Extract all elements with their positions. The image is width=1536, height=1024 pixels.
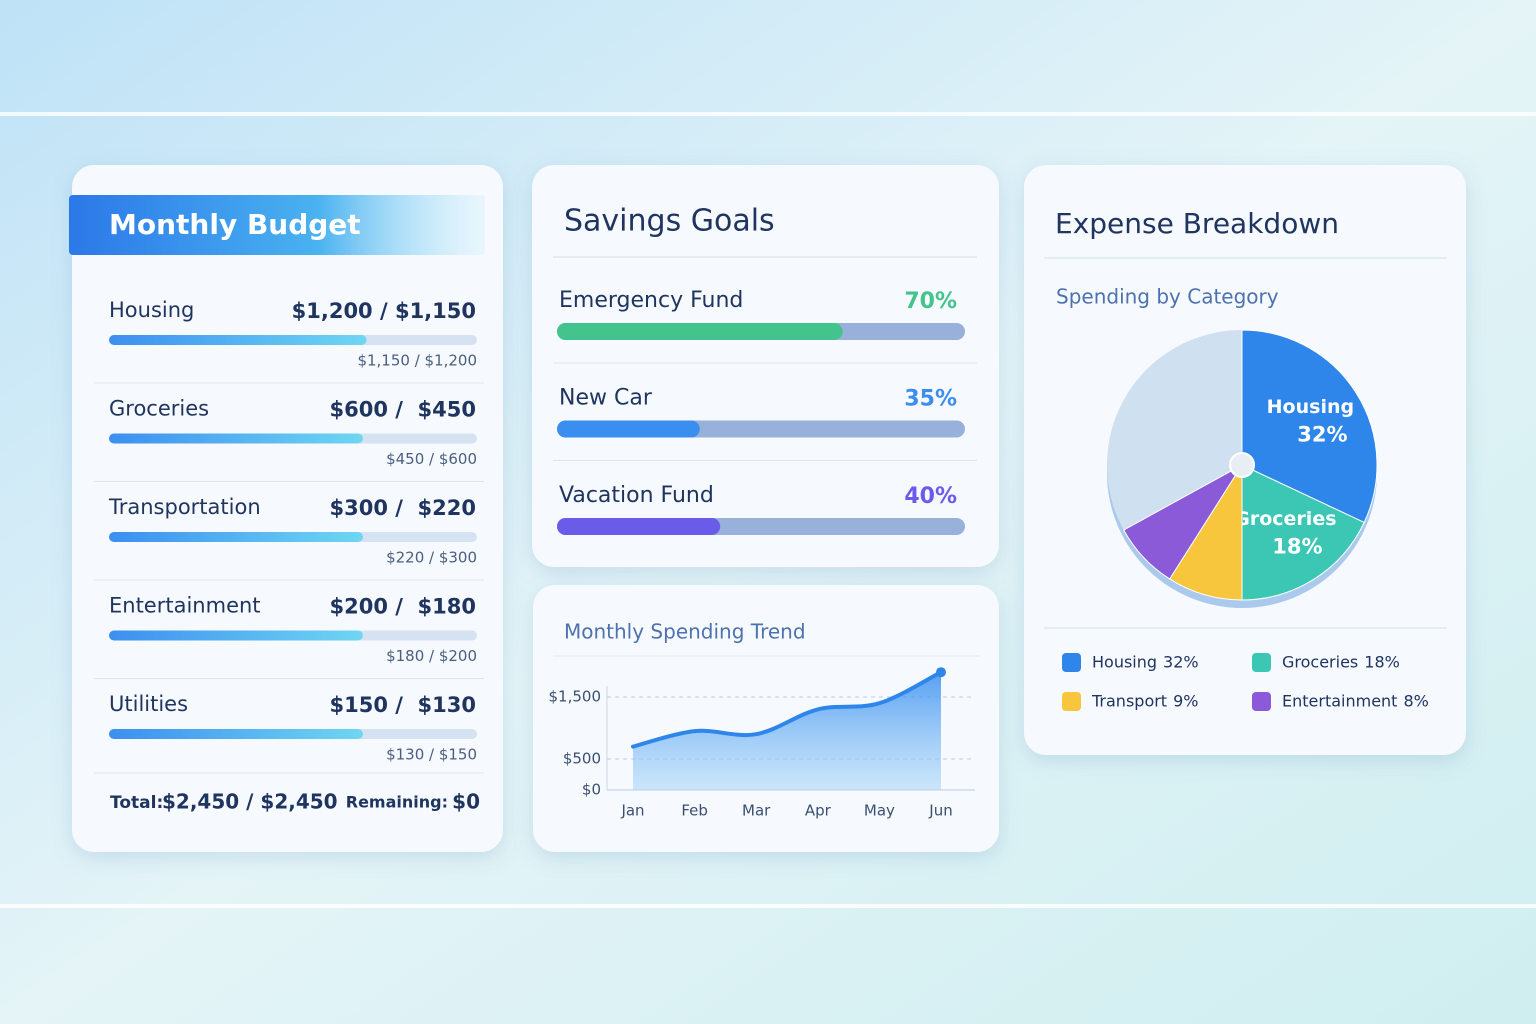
x-tick-label: Mar xyxy=(742,802,771,820)
legend-swatch xyxy=(1062,653,1081,672)
trend-area xyxy=(633,672,941,790)
legend-value: 32% xyxy=(1163,653,1199,672)
budget-item-name: Utilities xyxy=(109,692,188,716)
budget-item-detail: $450 / $600 xyxy=(386,450,477,468)
legend-swatch xyxy=(1252,653,1271,672)
budget-item-amounts: $600 / $450 xyxy=(330,398,477,422)
goal-bar xyxy=(557,323,843,340)
budget-bar xyxy=(109,433,363,444)
goal-bar xyxy=(557,420,700,438)
expense-title: Expense Breakdown xyxy=(1055,207,1339,240)
pie-label-name: Groceries xyxy=(1234,508,1336,530)
savings-card xyxy=(532,165,999,567)
legend-name: Housing xyxy=(1092,653,1157,672)
trend-line xyxy=(631,670,943,749)
legend-name: Groceries xyxy=(1282,653,1358,672)
budget-item-name: Entertainment xyxy=(109,594,261,618)
total-label: Total: xyxy=(110,793,163,813)
budget-item-name: Housing xyxy=(109,298,194,322)
budget-item-detail: $130 / $150 xyxy=(386,746,477,764)
legend-swatch xyxy=(1252,692,1271,711)
remaining-label: Remaining: xyxy=(346,793,448,812)
remaining-value: $0 xyxy=(452,790,480,814)
legend-value: 18% xyxy=(1364,653,1400,672)
budget-item-amounts: $200 / $180 xyxy=(330,595,477,619)
pie-label-name: Housing xyxy=(1267,396,1354,418)
y-tick-label: $1,500 xyxy=(549,688,602,706)
total-value: $2,450 / $2,450 xyxy=(162,790,338,814)
pie-slice xyxy=(1241,329,1378,524)
legend-value: 8% xyxy=(1403,692,1428,711)
budget-bar xyxy=(109,532,363,542)
budget-item-name: Transportation xyxy=(108,495,261,519)
budget-bar xyxy=(109,630,363,641)
pie-label-value: 18% xyxy=(1272,534,1322,558)
light-band xyxy=(0,112,1536,116)
goal-name: New Car xyxy=(559,386,653,411)
light-band xyxy=(0,904,1536,908)
legend-name: Transport xyxy=(1091,692,1167,711)
x-tick-label: Apr xyxy=(805,802,832,820)
goal-percent: 70% xyxy=(904,289,957,314)
x-tick-label: Feb xyxy=(681,802,708,820)
budget-item-amounts: $150 / $130 xyxy=(330,693,477,717)
budget-bar xyxy=(109,335,367,345)
budget-item-detail: $180 / $200 xyxy=(386,647,477,665)
goal-bar xyxy=(557,518,721,535)
goal-percent: 35% xyxy=(904,387,957,412)
expense-subtitle: Spending by Category xyxy=(1056,285,1279,309)
budget-item-detail: $1,150 / $1,200 xyxy=(357,352,477,370)
budget-item-name: Groceries xyxy=(109,397,209,421)
x-tick-label: Jan xyxy=(620,802,644,820)
budget-item-amounts: $1,200 / $1,150 xyxy=(292,299,476,323)
budget-title: Monthly Budget xyxy=(109,208,361,241)
goal-name: Vacation Fund xyxy=(559,483,714,508)
legend-swatch xyxy=(1062,692,1081,711)
y-tick-label: $500 xyxy=(563,750,601,768)
trend-end-dot xyxy=(936,667,946,678)
budget-banner xyxy=(69,195,485,255)
legend-value: 9% xyxy=(1173,692,1198,711)
goal-name: Emergency Fund xyxy=(559,288,743,313)
pie-hub xyxy=(1229,452,1255,478)
budget-item-detail: $220 / $300 xyxy=(386,549,477,567)
y-tick-label: $0 xyxy=(582,781,601,799)
legend-name: Entertainment xyxy=(1282,692,1397,711)
pie-label-value: 32% xyxy=(1297,423,1347,447)
savings-title: Savings Goals xyxy=(564,204,775,239)
x-tick-label: May xyxy=(864,802,895,820)
pie-slice xyxy=(1123,464,1243,580)
budget-bar xyxy=(109,729,363,739)
trend-title: Monthly Spending Trend xyxy=(564,620,806,644)
budget-item-amounts: $300 / $220 xyxy=(330,496,477,520)
pie-slice xyxy=(1241,464,1365,601)
goal-percent: 40% xyxy=(904,484,957,509)
x-tick-label: Jun xyxy=(928,802,952,820)
